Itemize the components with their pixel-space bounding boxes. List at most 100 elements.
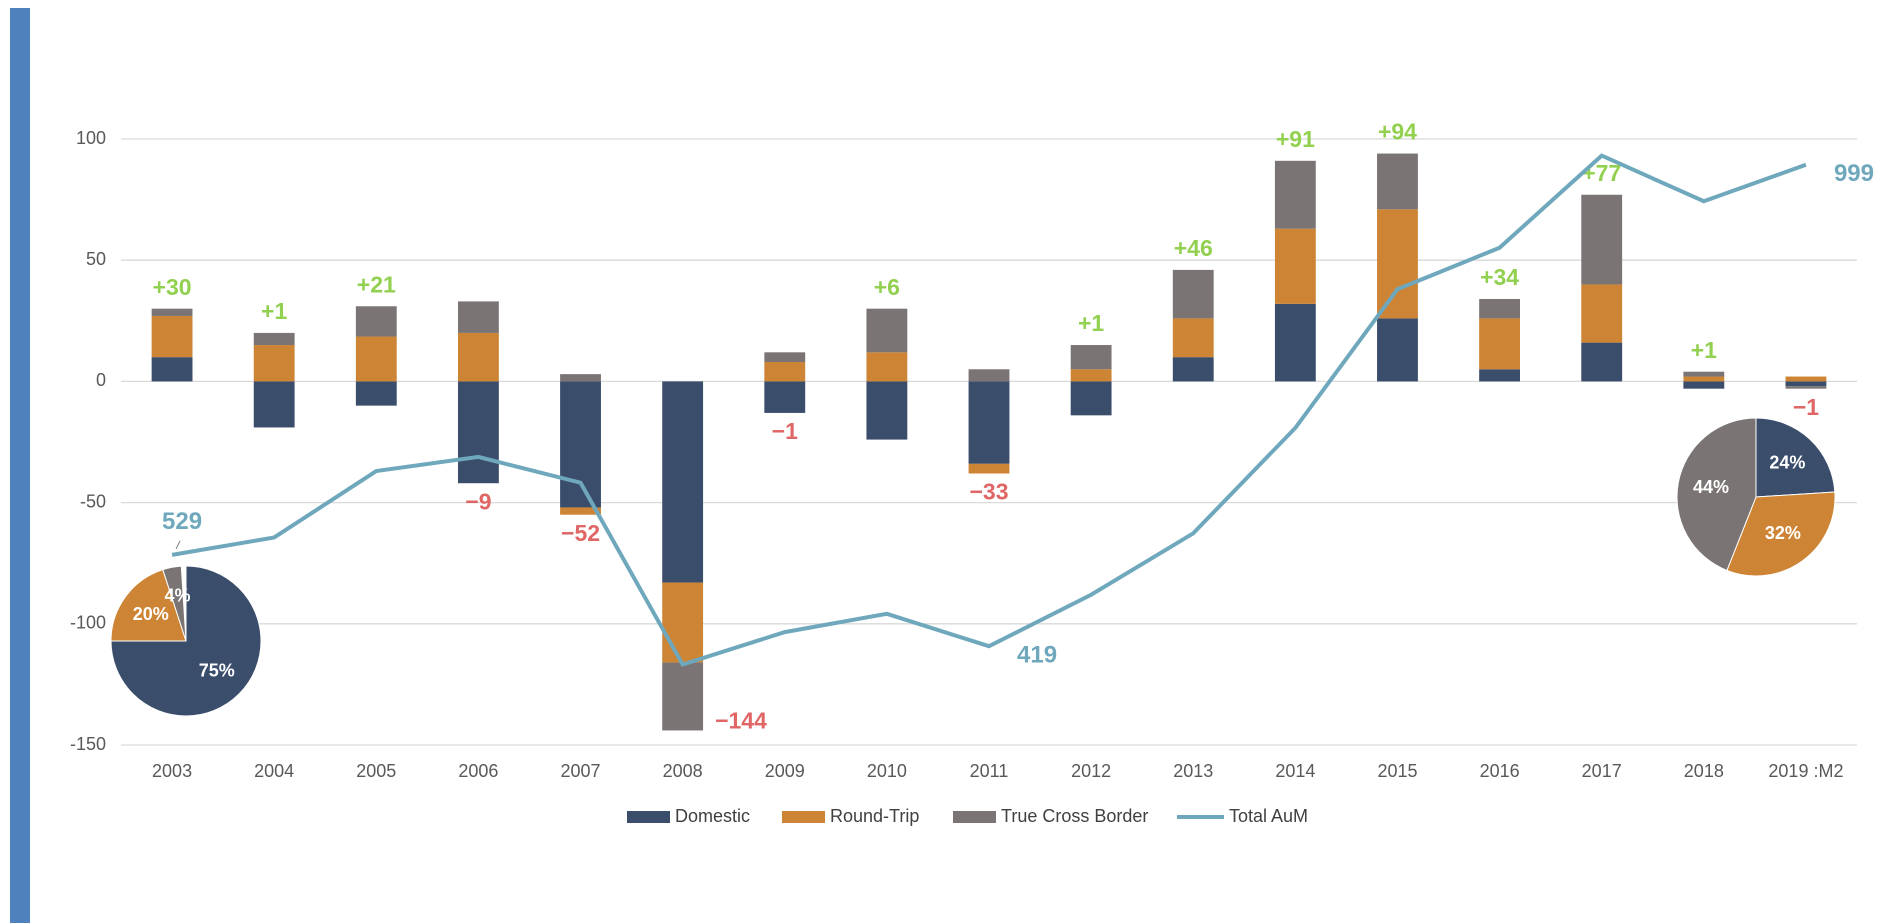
x-tick-label: 2006 (458, 761, 498, 781)
net-label: −33 (969, 479, 1008, 505)
bar-segment (764, 381, 806, 413)
bar-segment (1785, 381, 1827, 387)
legend-label: Domestic (675, 806, 750, 826)
legend-swatch (627, 811, 670, 823)
bar-segment (968, 369, 1010, 382)
bar-segment (1274, 303, 1316, 382)
pie-slice (1676, 417, 1757, 572)
net-label: +30 (153, 274, 192, 300)
bar-segment (866, 381, 908, 440)
x-tick-label: 2014 (1275, 761, 1315, 781)
x-tick-label: 2007 (561, 761, 601, 781)
x-tick-label: 2017 (1582, 761, 1622, 781)
pie-label: 4% (165, 586, 191, 606)
pie-label: 75% (199, 661, 235, 681)
bar-segment (1070, 381, 1112, 416)
bar-segment (968, 381, 1010, 464)
side-bar (10, 8, 30, 923)
bar-segment (1683, 381, 1725, 389)
bar-segment (1172, 357, 1214, 382)
legend-label: Round-Trip (830, 806, 919, 826)
bar-segment (457, 332, 499, 382)
line (171, 153, 1807, 667)
legend-label: Total AuM (1229, 806, 1308, 826)
bar-segment (355, 381, 397, 406)
y-tick-label: -50 (80, 491, 106, 511)
line-label: 999 (1834, 160, 1874, 187)
bar-segment (1683, 376, 1725, 382)
bar-segment (1479, 369, 1521, 382)
y-tick-label: 50 (86, 249, 106, 269)
bar-segment (1274, 160, 1316, 229)
bar-segment (253, 345, 295, 382)
bar-segment (151, 308, 193, 316)
pie-slice (1726, 491, 1836, 577)
bar-segment (1479, 298, 1521, 319)
x-tick-label: 2013 (1173, 761, 1213, 781)
net-label: +34 (1480, 264, 1519, 290)
pie-label: 32% (1765, 523, 1801, 543)
x-tick-label: 2010 (867, 761, 907, 781)
bar-segment (1377, 153, 1418, 210)
net-label: −52 (561, 520, 600, 546)
bar-segment (1172, 269, 1214, 319)
x-tick-label: 2005 (356, 761, 396, 781)
legend-swatch (953, 811, 996, 823)
y-tick-label: 0 (96, 370, 106, 390)
line-label: 419 (1017, 642, 1057, 669)
net-label: +1 (1691, 337, 1717, 363)
net-label: +6 (874, 274, 900, 300)
bar-segment (764, 352, 806, 363)
pie-slice (162, 565, 187, 642)
bar-segment (560, 374, 601, 382)
bar-segment (1377, 318, 1418, 382)
y-tick-label: -100 (70, 613, 106, 633)
bar-segment (355, 336, 397, 382)
x-tick-label: 2011 (970, 761, 1009, 781)
bar-segment (457, 381, 499, 484)
x-tick-label: 2019 :M2 (1768, 761, 1843, 781)
net-label: +94 (1378, 119, 1417, 145)
bar-segment (764, 362, 806, 382)
x-tick-label: 2003 (152, 761, 192, 781)
bar-segment (355, 306, 397, 337)
net-label: −1 (772, 418, 798, 444)
net-label: +1 (1078, 310, 1104, 336)
bar-segment (968, 463, 1010, 474)
bar-segment (1172, 318, 1214, 358)
legend-swatch (782, 811, 825, 823)
bar-segment (253, 381, 295, 428)
bar-segment (1785, 376, 1827, 382)
pie-slice (110, 565, 262, 717)
bar-segment (662, 582, 704, 663)
bar-segment (1479, 318, 1521, 370)
net-label: −144 (715, 708, 767, 734)
pie-label: 24% (1769, 452, 1805, 472)
pie-label: 20% (133, 604, 169, 624)
y-tick-label: 100 (76, 128, 106, 148)
net-label: +21 (357, 271, 396, 297)
bar-segment (151, 357, 193, 382)
line-label: 529 (162, 508, 202, 535)
x-tick-label: 2016 (1480, 761, 1520, 781)
bar-segment (662, 662, 704, 731)
x-tick-label: 2008 (663, 761, 703, 781)
x-tick-label: 2018 (1684, 761, 1724, 781)
x-tick-label: 2004 (254, 761, 294, 781)
pie-slice (110, 569, 187, 642)
net-label: −9 (465, 488, 491, 514)
pie-slice (1755, 417, 1836, 498)
y-tick-label: -150 (70, 734, 106, 754)
x-tick-label: 2009 (765, 761, 805, 781)
bar-segment (1274, 228, 1316, 304)
bar-segment (1070, 369, 1112, 382)
x-tick-label: 2012 (1071, 761, 1111, 781)
bar-segment (1070, 345, 1112, 370)
x-tick-label: 2015 (1377, 761, 1417, 781)
bar-segment (151, 315, 193, 358)
bar-segment (1683, 371, 1725, 377)
bar-segment (1581, 284, 1623, 343)
bar-segment (1581, 342, 1623, 382)
bar-segment (866, 352, 908, 382)
